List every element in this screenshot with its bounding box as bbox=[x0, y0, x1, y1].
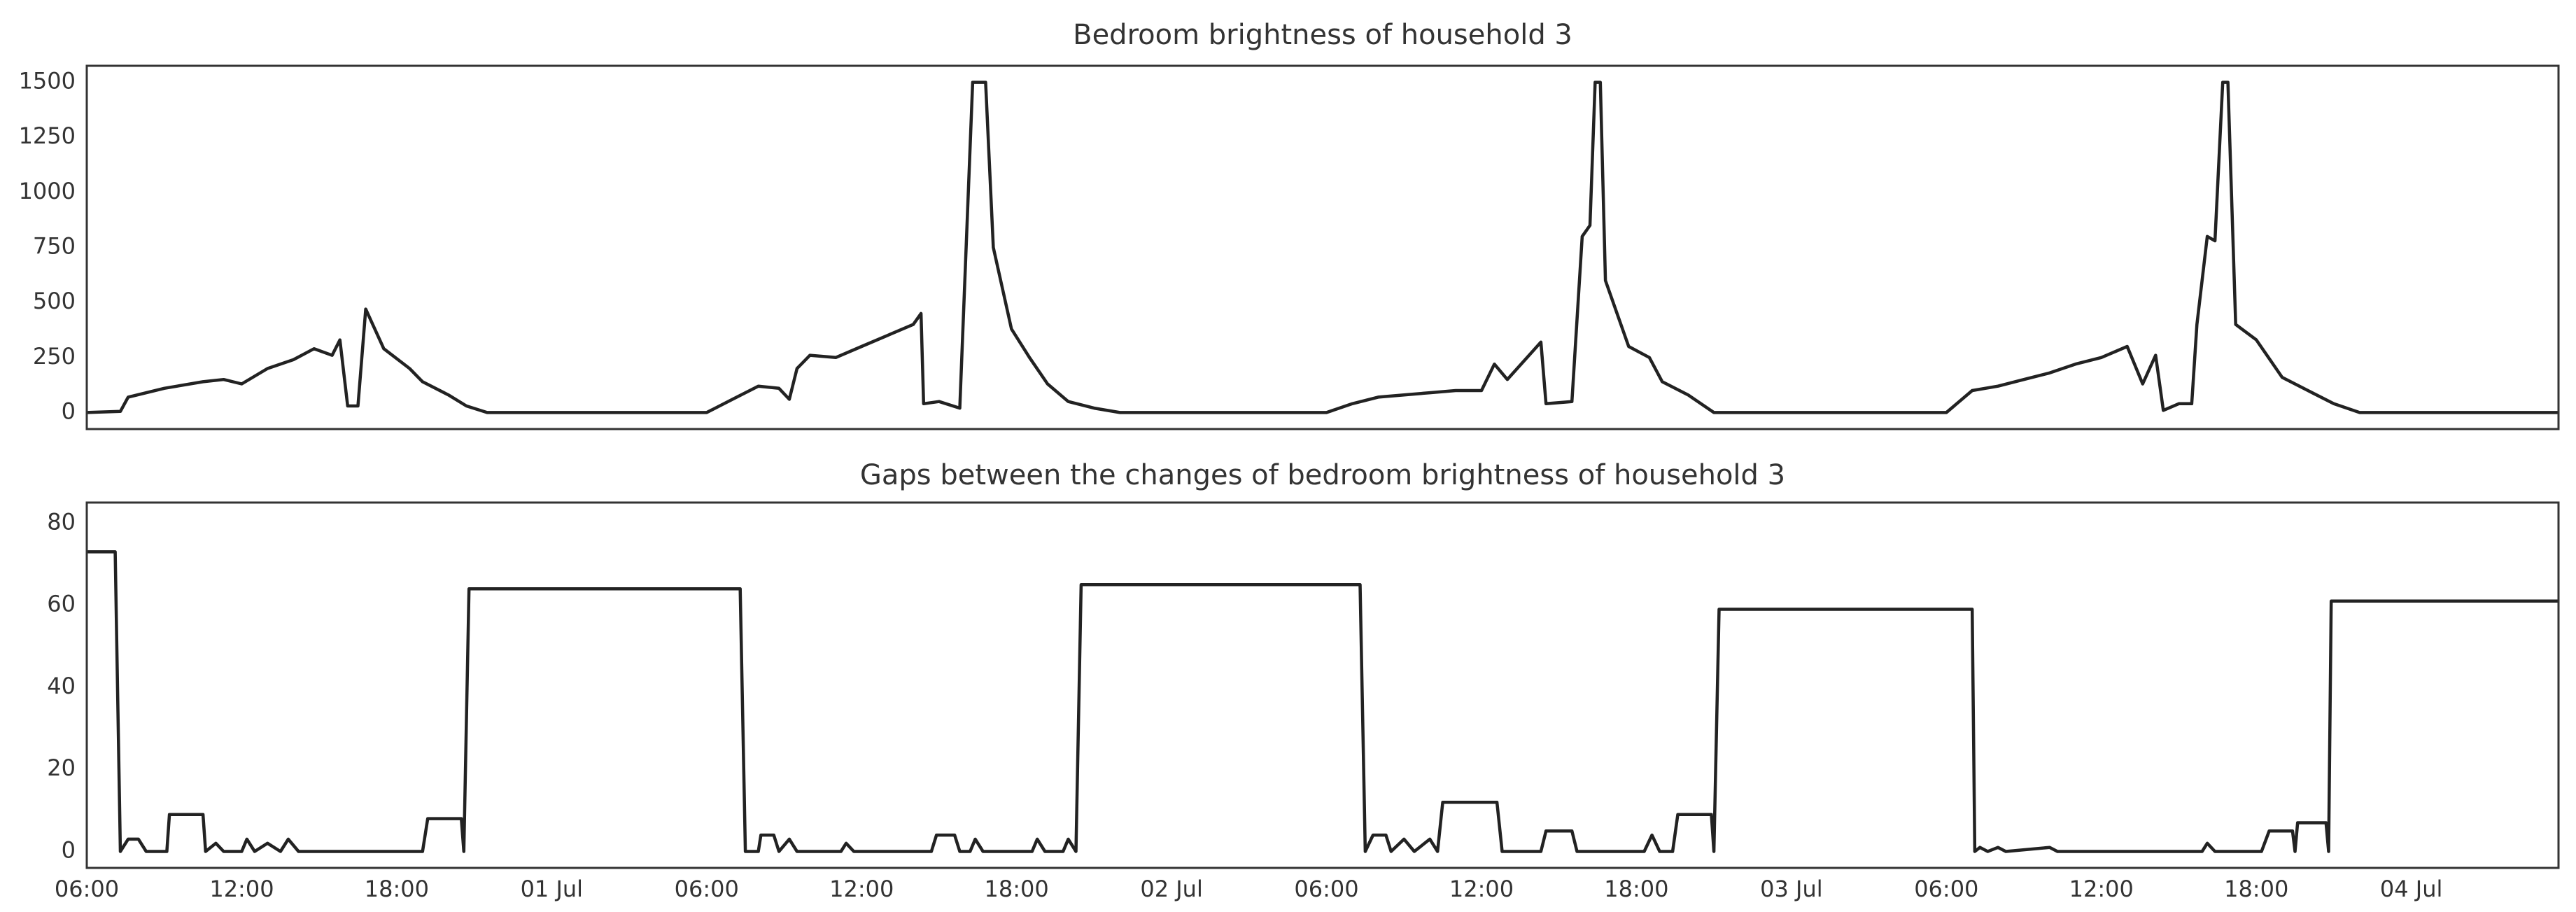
chart-title: Gaps between the changes of bedroom brig… bbox=[860, 459, 1785, 491]
x-tick-label: 01 Jul bbox=[521, 876, 584, 902]
x-tick-label: 18:00 bbox=[985, 876, 1049, 902]
x-tick-label: 12:00 bbox=[829, 876, 894, 902]
plot-frame bbox=[85, 501, 2560, 869]
y-tick-label: 250 bbox=[33, 343, 76, 370]
y-tick-label: 0 bbox=[62, 398, 76, 424]
y-tick-label: 80 bbox=[47, 508, 76, 535]
x-tick-label: 12:00 bbox=[1449, 876, 1514, 902]
y-tick-label: 750 bbox=[33, 233, 76, 260]
x-tick-label: 06:00 bbox=[55, 876, 119, 902]
plot-frame bbox=[85, 64, 2560, 430]
y-tick-label: 60 bbox=[47, 591, 76, 617]
data-line bbox=[87, 550, 2559, 853]
y-tick-label: 20 bbox=[47, 755, 76, 781]
x-tick-label: 06:00 bbox=[675, 876, 739, 902]
x-tick-label: 12:00 bbox=[209, 876, 274, 902]
y-tick-label: 0 bbox=[62, 837, 76, 864]
x-tick-label: 03 Jul bbox=[1760, 876, 1823, 902]
y-tick-label: 1500 bbox=[19, 68, 76, 94]
data-line bbox=[86, 80, 2559, 414]
x-tick-label: 02 Jul bbox=[1140, 876, 1203, 902]
x-tick-label: 06:00 bbox=[1914, 876, 1978, 902]
y-tick-label: 1000 bbox=[19, 178, 76, 204]
x-tick-label: 12:00 bbox=[2069, 876, 2134, 902]
x-tick-label: 18:00 bbox=[2224, 876, 2288, 902]
y-tick-label: 40 bbox=[47, 673, 76, 699]
x-tick-label: 18:00 bbox=[365, 876, 429, 902]
y-tick-label: 500 bbox=[33, 288, 76, 314]
x-tick-label: 18:00 bbox=[1604, 876, 1668, 902]
x-tick-label: 04 Jul bbox=[2380, 876, 2443, 902]
chart-title: Bedroom brightness of household 3 bbox=[1073, 19, 1572, 51]
x-tick-label: 06:00 bbox=[1294, 876, 1358, 902]
y-tick-label: 1250 bbox=[19, 122, 76, 149]
